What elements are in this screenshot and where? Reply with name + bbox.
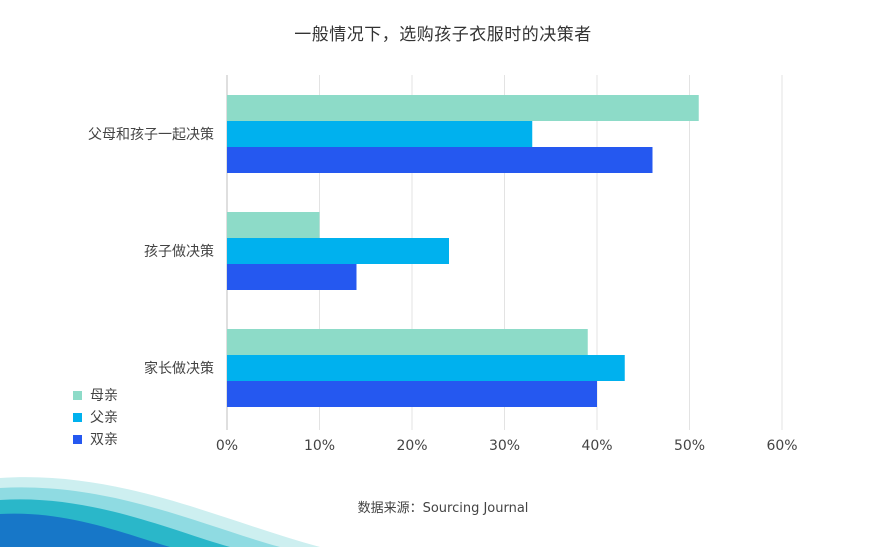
legend-label: 父亲 <box>90 410 118 426</box>
bar-1-0 <box>227 121 533 147</box>
bar-2-0 <box>227 147 653 173</box>
x-tick-label: 50% <box>674 438 705 454</box>
chart-title: 一般情况下，选购孩子衣服时的决策者 <box>294 25 592 45</box>
bar-0-2 <box>227 329 588 355</box>
x-tick-label: 0% <box>216 438 238 454</box>
bar-1-2 <box>227 355 625 381</box>
bar-1-1 <box>227 238 449 264</box>
legend-label: 母亲 <box>90 388 118 404</box>
bar-0-1 <box>227 212 320 238</box>
x-tick-label: 30% <box>489 438 520 454</box>
legend-item: 母亲 <box>73 384 118 406</box>
bars <box>227 95 699 407</box>
legend-swatch <box>73 390 82 400</box>
x-tick-label: 10% <box>304 438 335 454</box>
legend-label: 双亲 <box>90 432 118 448</box>
category-label: 家长做决策 <box>144 360 214 377</box>
category-label: 孩子做决策 <box>144 243 214 260</box>
decorative-wave <box>0 477 320 547</box>
bar-0-0 <box>227 95 699 121</box>
legend-swatch <box>73 434 82 444</box>
legend-item: 父亲 <box>73 406 118 428</box>
legend-item: 双亲 <box>73 428 118 450</box>
source-note: 数据来源：Sourcing Journal <box>357 501 529 516</box>
x-tick-label: 40% <box>581 438 612 454</box>
category-label: 父母和孩子一起决策 <box>88 126 214 143</box>
legend-swatch <box>73 412 82 422</box>
x-tick-label: 20% <box>396 438 427 454</box>
bar-2-1 <box>227 264 357 290</box>
x-tick-label: 60% <box>766 438 797 454</box>
legend: 母亲 父亲 双亲 <box>73 384 118 450</box>
bar-2-2 <box>227 381 597 407</box>
